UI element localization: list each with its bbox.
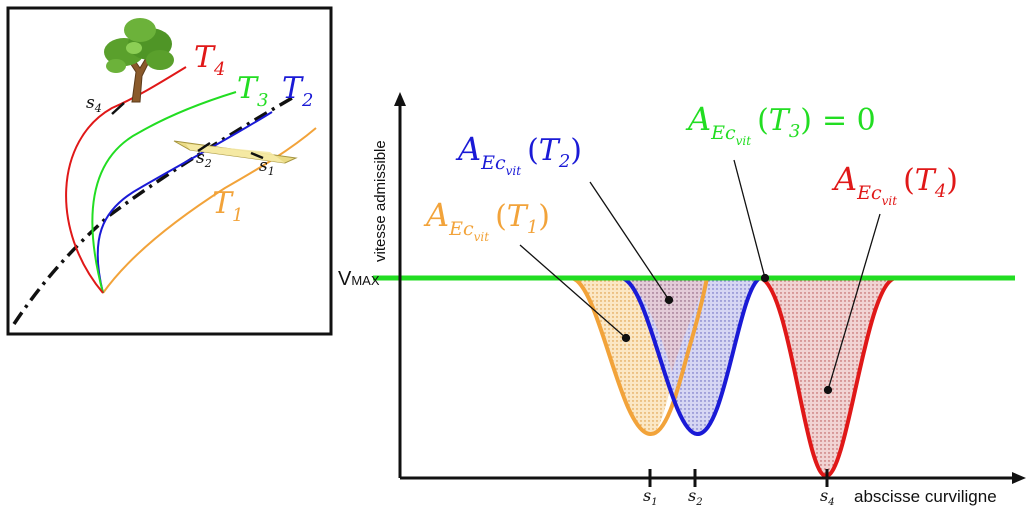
s4-mark-tick [111, 102, 125, 115]
annotation-T1: AEcvit(T1) [423, 196, 550, 244]
leader-T1 [519, 244, 627, 339]
annotation-T3: AEcvit(T3) = 0 [685, 100, 876, 148]
tick-label-s1: s1 [643, 486, 658, 508]
leader-T3-dot [760, 273, 770, 283]
tree-icon [104, 18, 174, 103]
x-axis-arrow [1012, 472, 1026, 484]
trajectory-T3 [91, 91, 237, 294]
axes [394, 92, 1026, 487]
speed-profile-panel: vitesse admissible abscisse curviligne V… [338, 92, 1026, 508]
tick-label-s2: s2 [688, 486, 703, 508]
speed-curve-T2 [621, 276, 762, 437]
trajectory-T4 [65, 66, 187, 294]
leader-T2 [589, 181, 670, 301]
s1-mark-tick [250, 151, 264, 160]
s4-mark-label: s4 [86, 93, 102, 115]
reference-path [12, 96, 293, 325]
x-axis-label: abscisse curviligne [854, 487, 997, 506]
leader-T3 [733, 159, 766, 279]
vmax-label: VMAX [338, 268, 380, 290]
leader-T1-dot [621, 333, 631, 343]
trajectory-T3-label: T3 [237, 71, 268, 111]
leader-lines [519, 159, 881, 395]
area-T4 [760, 278, 895, 476]
trajectory-T2-label: T2 [282, 71, 313, 111]
trajectory-panel: s4 s2 s1 T4 T3 T2 T1 [6, 6, 333, 336]
annotation-T2: AEcvit(T2) [455, 130, 582, 178]
trajectory-T1-label: T1 [212, 186, 243, 226]
area-overlap [622, 278, 707, 372]
y-axis-arrow [394, 92, 406, 106]
leader-T4-dot [823, 385, 833, 395]
tick-label-s4: s4 [820, 486, 835, 508]
s1-mark-label: s1 [259, 156, 275, 178]
s2-mark-label: s2 [196, 148, 212, 170]
annotation-T4: AEcvit(T4) [831, 160, 958, 208]
s2-mark-tick [197, 141, 211, 153]
trajectory-T4-label: T4 [194, 40, 225, 80]
leader-T4 [827, 213, 881, 391]
speed-curve-T1 [571, 276, 709, 436]
trajectory-T2 [96, 111, 273, 294]
leader-T2-dot [664, 295, 674, 305]
y-axis-label: vitesse admissible [372, 140, 389, 262]
trajectory-T1 [102, 127, 317, 294]
